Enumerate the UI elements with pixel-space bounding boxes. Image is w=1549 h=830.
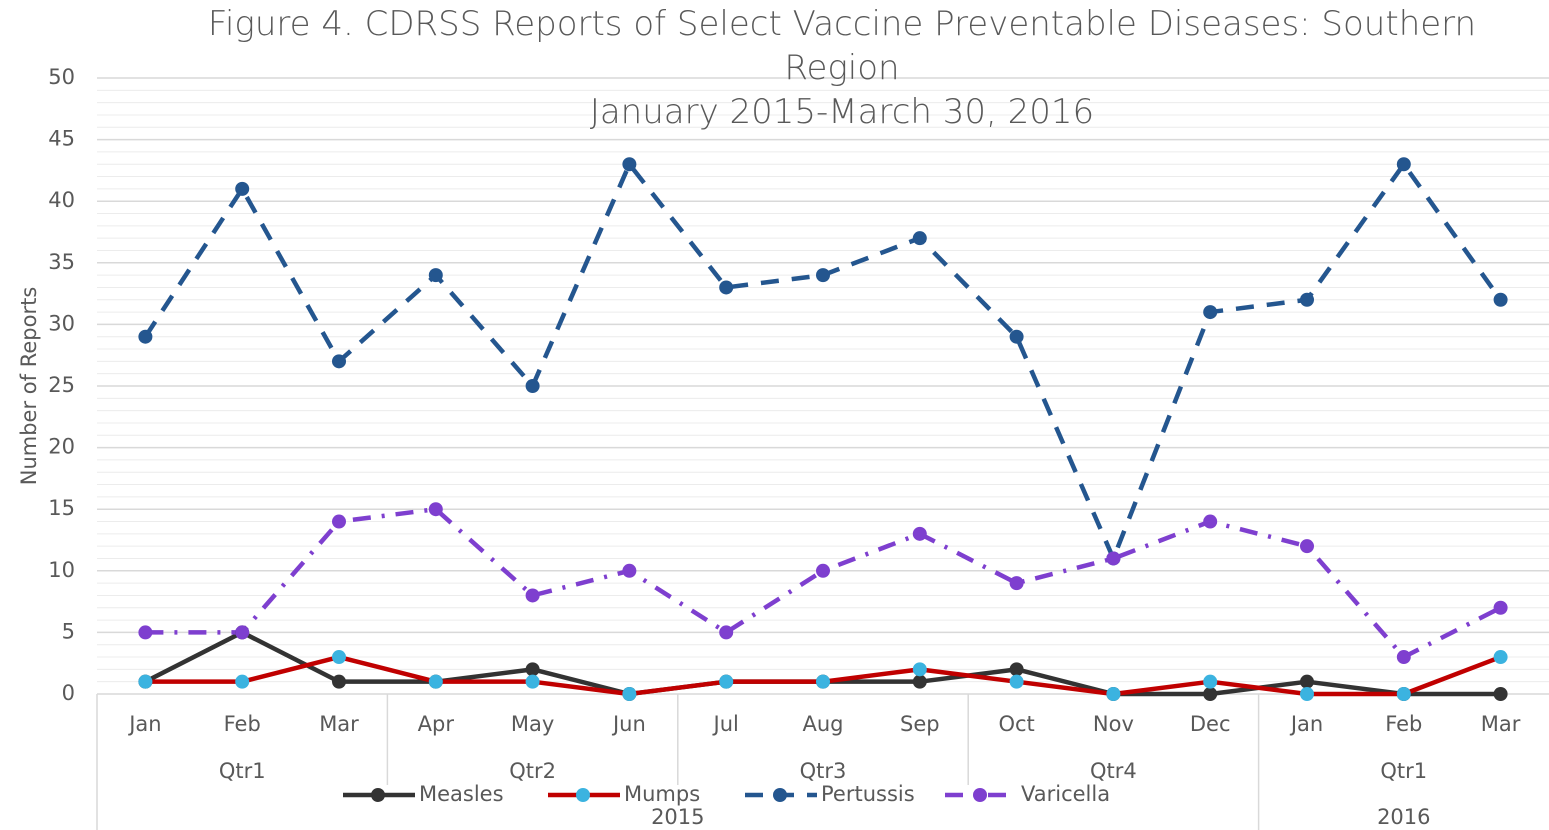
legend-label: Varicella (1021, 782, 1110, 806)
data-point (622, 157, 637, 172)
data-point (719, 280, 734, 295)
chart-title: Figure 4. CDRSS Reports of Select Vaccin… (207, 4, 1477, 88)
year-label: 2015 (651, 805, 704, 829)
data-point (1203, 674, 1218, 689)
y-tick-label: 0 (62, 681, 75, 705)
x-tick-label: Feb (224, 712, 261, 736)
data-point (1009, 662, 1024, 677)
legend-marker (371, 788, 385, 802)
data-point (332, 514, 346, 529)
legend-marker (576, 788, 590, 802)
data-point (428, 674, 443, 689)
data-point (622, 563, 637, 578)
data-point (1396, 650, 1411, 665)
data-point (332, 354, 346, 369)
quarter-label: Qtr1 (219, 759, 266, 783)
data-point (1300, 674, 1314, 689)
y-tick-label: 15 (48, 496, 75, 520)
legend-label: Pertussis (821, 782, 915, 806)
data-point (912, 662, 927, 677)
data-point (912, 526, 927, 541)
x-tick-label: Jul (712, 712, 739, 736)
data-point (912, 231, 927, 246)
data-point (235, 625, 250, 640)
data-point (1493, 687, 1508, 701)
x-tick-label: Feb (1385, 712, 1422, 736)
data-point (912, 674, 927, 689)
data-point (816, 674, 830, 689)
x-tick-label: Sep (900, 712, 940, 736)
titles: Figure 4. CDRSS Reports of Select Vaccin… (172, 2, 1512, 134)
x-tick-label: Mar (319, 712, 359, 736)
data-point (719, 674, 734, 689)
data-point (235, 181, 250, 196)
x-tick-label: Nov (1093, 712, 1134, 736)
data-point (816, 563, 830, 578)
quarter-label: Qtr1 (1380, 759, 1427, 783)
data-point (138, 674, 153, 689)
x-tick-label: May (511, 712, 554, 736)
y-axis-label: Number of Reports (17, 287, 41, 486)
data-point (428, 268, 443, 283)
data-point (235, 674, 250, 689)
data-point (622, 687, 637, 701)
y-tick-label: 10 (48, 558, 75, 582)
data-point (428, 502, 443, 517)
y-tick-label: 5 (62, 619, 75, 643)
legend-label: Measles (419, 782, 504, 806)
x-tick-label: Aug (802, 712, 843, 736)
data-point (1396, 687, 1411, 701)
y-tick-label: 50 (48, 65, 75, 89)
data-point (1106, 551, 1121, 566)
legend-marker (973, 788, 987, 802)
x-tick-label: Jan (1289, 712, 1323, 736)
data-point (1203, 514, 1218, 529)
data-point (138, 625, 153, 640)
data-point (332, 650, 346, 665)
data-point (1493, 650, 1508, 665)
data-point (1300, 539, 1314, 554)
x-tick-label: Jun (611, 712, 646, 736)
data-point (1203, 305, 1218, 320)
x-tick-label: Apr (418, 712, 455, 736)
x-tick-label: Jan (127, 712, 161, 736)
year-label: 2016 (1377, 805, 1430, 829)
data-point (525, 379, 540, 393)
y-tick-label: 20 (48, 435, 75, 459)
data-point (1396, 157, 1411, 172)
data-point (525, 588, 540, 603)
y-tick-label: 40 (48, 188, 75, 212)
x-tick-label: Mar (1481, 712, 1521, 736)
data-point (525, 662, 540, 677)
data-point (816, 268, 830, 283)
data-point (719, 625, 734, 640)
y-tick-label: 35 (48, 250, 75, 274)
data-point (525, 674, 540, 689)
data-point (1106, 687, 1121, 701)
chart-subtitle: January 2015-March 30, 2016 (589, 92, 1095, 132)
y-tick-label: 25 (48, 373, 75, 397)
data-point (332, 674, 346, 689)
data-point (1300, 292, 1314, 307)
x-tick-label: Oct (998, 712, 1034, 736)
data-point (1009, 674, 1024, 689)
y-tick-label: 30 (48, 311, 75, 335)
data-point (1203, 687, 1218, 701)
quarter-label: Qtr4 (1090, 759, 1137, 783)
data-point (1009, 329, 1024, 344)
x-tick-label: Dec (1190, 712, 1231, 736)
data-point (1493, 600, 1508, 615)
legend-label: Mumps (624, 782, 700, 806)
data-point (1300, 687, 1314, 701)
quarter-label: Qtr2 (509, 759, 556, 783)
y-tick-label: 45 (48, 127, 75, 151)
data-point (1009, 576, 1024, 591)
legend-marker (773, 788, 787, 802)
data-point (1493, 292, 1508, 307)
quarter-label: Qtr3 (800, 759, 847, 783)
data-point (138, 329, 153, 344)
